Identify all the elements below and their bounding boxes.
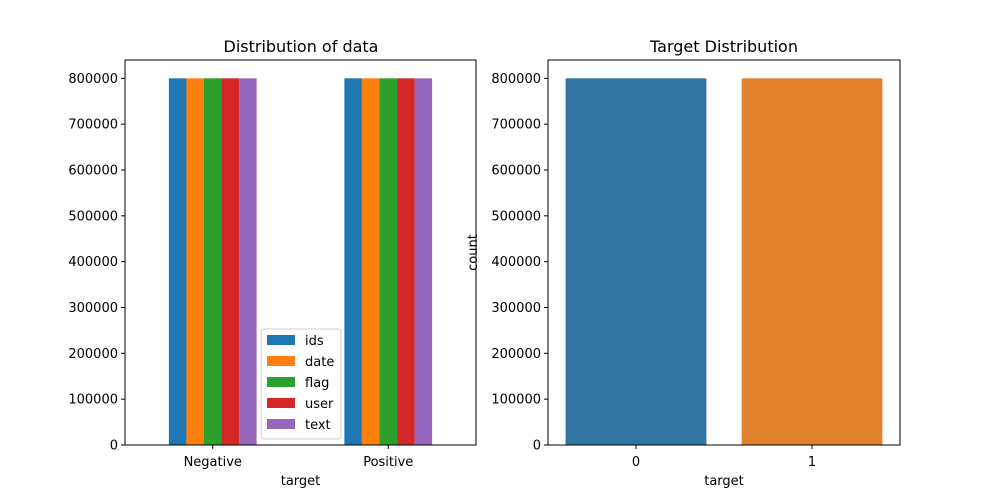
chart-title: Distribution of data bbox=[224, 37, 379, 56]
bar-user-positive bbox=[397, 78, 415, 445]
bar-flag-positive bbox=[379, 78, 398, 445]
x-axis-ticks: Negative Positive bbox=[184, 445, 413, 470]
plot-frame bbox=[124, 59, 477, 446]
y-tick-label: 0 bbox=[533, 439, 541, 454]
x-tick-label: Positive bbox=[363, 455, 413, 470]
y-tick-label: 600000 bbox=[68, 164, 118, 179]
y-axis-label: count bbox=[466, 234, 481, 271]
bars-group bbox=[565, 78, 883, 445]
bar-ids-positive bbox=[344, 78, 362, 445]
legend-label: date bbox=[305, 355, 334, 370]
y-tick-label: 100000 bbox=[68, 393, 118, 408]
legend-label: text bbox=[305, 418, 331, 433]
chart-distribution-of-data: Distribution of data 0 100000 200000 300000… bbox=[68, 37, 477, 489]
legend-label: ids bbox=[305, 334, 324, 349]
y-tick-label: 400000 bbox=[68, 255, 118, 270]
bar-target-1 bbox=[741, 78, 883, 445]
x-tick-label: 1 bbox=[808, 455, 816, 470]
y-tick-label: 700000 bbox=[68, 118, 118, 133]
y-tick-label: 300000 bbox=[491, 301, 541, 316]
y-tick-label: 100000 bbox=[491, 393, 541, 408]
bar-date-negative bbox=[186, 78, 204, 445]
y-tick-label: 600000 bbox=[491, 164, 541, 179]
y-tick-label: 0 bbox=[110, 439, 118, 454]
chart-title: Target Distribution bbox=[649, 37, 798, 56]
legend-swatch-ids bbox=[267, 335, 295, 345]
x-tick-label: Negative bbox=[184, 455, 242, 470]
bar-text-positive bbox=[414, 78, 433, 445]
legend-label: flag bbox=[305, 376, 329, 391]
y-tick-label: 400000 bbox=[491, 255, 541, 270]
y-tick-label: 700000 bbox=[491, 118, 541, 133]
x-axis-label: target bbox=[281, 474, 321, 489]
chart-target-distribution: Target Distribution 0 100000 200000 300000 4… bbox=[466, 37, 901, 489]
bar-target-0 bbox=[565, 78, 707, 445]
y-tick-label: 500000 bbox=[68, 209, 118, 224]
x-tick-label: 0 bbox=[632, 455, 640, 470]
bar-user-negative bbox=[221, 78, 240, 445]
y-tick-label: 200000 bbox=[491, 347, 541, 362]
y-tick-label: 800000 bbox=[68, 72, 118, 87]
legend-label: user bbox=[305, 397, 334, 412]
y-axis-ticks: 0 100000 200000 300000 400000 500000 600000 700… bbox=[491, 72, 548, 454]
x-axis-label: target bbox=[704, 474, 744, 489]
bar-flag-negative bbox=[203, 78, 222, 445]
y-tick-label: 500000 bbox=[491, 209, 541, 224]
bar-date-positive bbox=[361, 78, 380, 445]
legend-swatch-date bbox=[267, 356, 295, 366]
y-tick-label: 800000 bbox=[491, 72, 541, 87]
y-axis-ticks: 0 100000 200000 300000 400000 500000 600000 700… bbox=[68, 72, 125, 454]
legend-swatch-user bbox=[267, 398, 295, 408]
legend-swatch-text bbox=[267, 419, 295, 429]
bar-text-negative bbox=[239, 78, 257, 445]
plot-frame bbox=[547, 59, 901, 446]
legend-swatch-flag bbox=[267, 377, 295, 387]
y-tick-label: 300000 bbox=[68, 301, 118, 316]
bar-ids-negative bbox=[168, 78, 187, 445]
legend: ids date flag user text bbox=[260, 328, 342, 440]
bars-group bbox=[168, 78, 433, 445]
y-tick-label: 200000 bbox=[68, 347, 118, 362]
